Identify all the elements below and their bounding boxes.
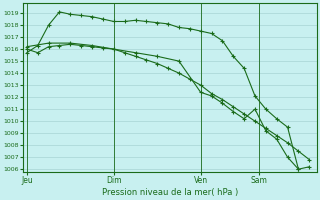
- X-axis label: Pression niveau de la mer( hPa ): Pression niveau de la mer( hPa ): [102, 188, 238, 197]
